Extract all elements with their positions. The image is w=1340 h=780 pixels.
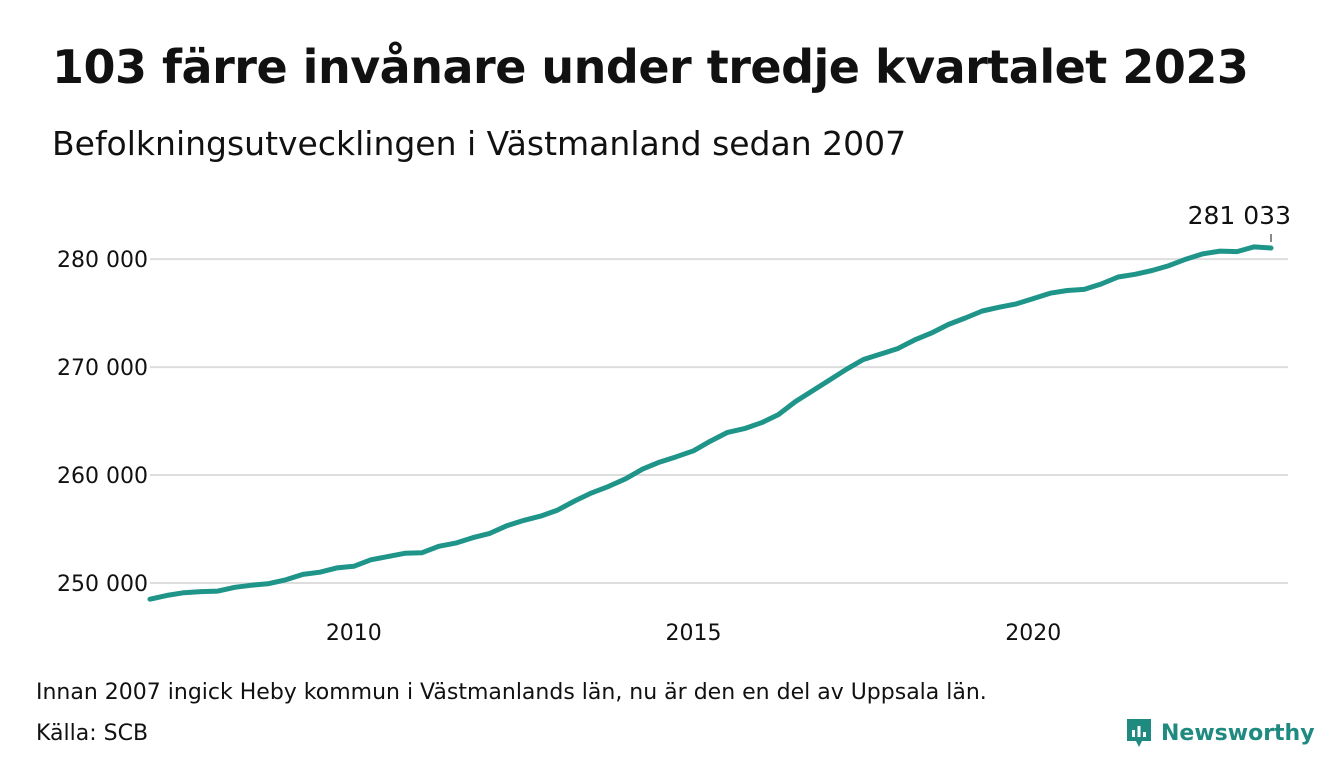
footnote: Innan 2007 ingick Heby kommun i Västmanl… bbox=[36, 680, 987, 705]
end-value-label: 281 033 bbox=[1188, 201, 1291, 230]
y-tick-label: 250 000 bbox=[57, 572, 148, 597]
x-tick-label: 2020 bbox=[1005, 621, 1061, 646]
series-line bbox=[147, 244, 1274, 602]
y-tick-label: 270 000 bbox=[57, 356, 148, 381]
x-tick-label: 2010 bbox=[326, 621, 382, 646]
source-label: Källa: SCB bbox=[36, 721, 149, 746]
brand-name: Newsworthy bbox=[1161, 720, 1315, 746]
label-layer: 281 033 bbox=[1188, 201, 1291, 242]
newsworthy-logo-icon bbox=[1127, 719, 1151, 747]
chart-subtitle: Befolkningsutvecklingen i Västmanland se… bbox=[52, 124, 907, 163]
axis-layer: 250 000 260 000 270 000 280 000 2010 2015 2020 bbox=[57, 248, 1061, 646]
y-tick-label: 260 000 bbox=[57, 464, 148, 489]
grid-layer bbox=[150, 258, 1288, 585]
y-tick-label: 280 000 bbox=[57, 248, 148, 273]
line-chart: 250 000 260 000 270 000 280 000 2010 2015 2020… bbox=[57, 201, 1291, 646]
x-tick-label: 2015 bbox=[666, 621, 722, 646]
newsworthy-brand[interactable]: Newsworthy bbox=[1125, 716, 1315, 750]
chart-title: 103 färre invånare under tredje kvartale… bbox=[52, 40, 1249, 94]
series-layer bbox=[147, 244, 1274, 602]
